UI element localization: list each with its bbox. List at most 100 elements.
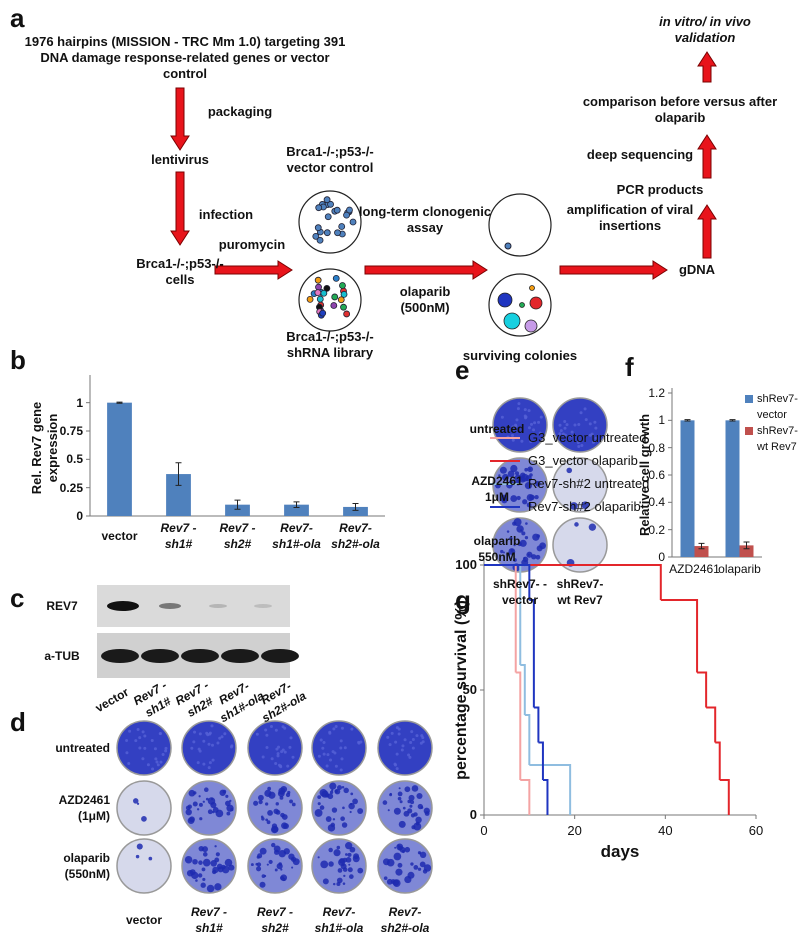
plate-colony: [271, 823, 278, 829]
survival-step: [660, 599, 699, 673]
step-label: olaparib (500nM): [399, 284, 451, 315]
plate: [181, 720, 237, 776]
plate-colony: [207, 742, 211, 746]
arrow: [170, 171, 190, 246]
bar: [225, 504, 250, 516]
plate-colony: [342, 867, 348, 872]
plate-colony: [343, 787, 349, 794]
plate-colony: [280, 812, 285, 818]
x-tick-label: AZD2461: [669, 562, 720, 576]
cell-dot: [337, 296, 345, 304]
plate-colony: [513, 544, 516, 547]
cell-dot: [330, 302, 338, 309]
plate-colony: [336, 877, 343, 884]
plate-colony: [347, 867, 353, 873]
plate-colony: [259, 881, 266, 888]
plate-colony: [514, 471, 520, 476]
plate-colony: [212, 810, 215, 814]
plate-colony: [339, 739, 343, 743]
plate-colony: [146, 763, 150, 767]
plate-colony: [533, 421, 537, 425]
plate-colony: [317, 802, 321, 806]
legend-label: shRev7-wt Rev7: [757, 425, 798, 453]
plate-colony: [270, 757, 274, 761]
plate-colony: [416, 792, 423, 800]
plate-colony: [264, 728, 268, 732]
plate-colony: [419, 741, 423, 745]
plate-colony: [398, 820, 406, 828]
error-bar: [684, 419, 691, 422]
step-label: PCR products: [616, 182, 704, 197]
plate-colony: [409, 741, 413, 745]
cells-label: Brca1-/-;p53-/- shRNA library: [286, 329, 374, 360]
bar: [694, 546, 709, 557]
plate-colony: [593, 420, 597, 424]
survival-step: [697, 671, 708, 708]
step-label: gDNA: [678, 262, 716, 277]
plate-colony: [565, 423, 569, 427]
plate-colony: [280, 750, 284, 754]
survival-step: [706, 706, 717, 743]
plate-colony: [279, 795, 284, 800]
plate-colony: [334, 764, 338, 768]
plate-colony: [411, 746, 415, 750]
panel-label: d: [10, 707, 26, 737]
column-label: shRev7- wt Rev7: [556, 577, 604, 607]
arrow: [697, 134, 717, 179]
plate-colony: [208, 732, 212, 736]
plate-colony: [320, 860, 329, 869]
error-bar: [293, 501, 300, 508]
y-tick-label: 0: [658, 550, 665, 564]
plate-colony: [415, 734, 419, 738]
plate-colony: [253, 800, 259, 806]
blot-band: [159, 603, 181, 609]
plate-colony: [530, 422, 534, 426]
plate-colony: [399, 800, 403, 804]
plate-colony: [202, 877, 206, 881]
plate-colony: [319, 738, 323, 742]
plate-colony: [150, 738, 154, 742]
plate-colony: [407, 753, 411, 757]
step-label: puromycin: [218, 237, 286, 252]
row-label: AZD2461 (1μM): [58, 793, 110, 823]
survival-step: [715, 741, 721, 780]
colony: [503, 312, 521, 330]
plate-colony: [211, 758, 215, 762]
step-label: lentivirus: [151, 152, 209, 167]
plate-colony: [317, 795, 322, 799]
plate-colony: [283, 750, 287, 754]
plate-colony: [411, 785, 419, 792]
plate-colony: [558, 432, 562, 436]
plate-colony: [336, 845, 341, 850]
plate-colony: [288, 745, 292, 749]
plate-colony: [205, 731, 209, 735]
cell-dot: [333, 206, 341, 214]
cell-dot: [314, 224, 322, 232]
plate-colony: [577, 422, 581, 426]
plate-colony: [225, 794, 229, 798]
plate-colony: [138, 736, 142, 740]
plate-colony: [387, 809, 390, 812]
plate-colony: [198, 732, 202, 736]
plate-colony: [502, 473, 509, 481]
colony: [529, 285, 535, 291]
plate-colony: [570, 430, 574, 434]
plate-colony: [348, 874, 354, 879]
plate-colony: [534, 494, 539, 500]
plate-colony: [322, 878, 329, 885]
plate-colony: [143, 734, 147, 738]
plate-colony: [341, 863, 345, 867]
plate-colony: [415, 816, 422, 824]
plate-colony: [222, 789, 227, 794]
legend-label: Rev7-sh#2 untreated: [528, 476, 650, 491]
plate-colony: [202, 858, 211, 867]
blot-band: [254, 604, 272, 608]
plate-colony: [156, 763, 160, 767]
plate-colony: [514, 474, 522, 482]
plate-colony: [531, 554, 537, 560]
cell-dot: [324, 213, 332, 221]
cell-dot: [343, 211, 350, 219]
y-tick-label: 0: [469, 807, 477, 822]
plate-colony: [339, 746, 343, 750]
plate-colony: [388, 743, 392, 747]
